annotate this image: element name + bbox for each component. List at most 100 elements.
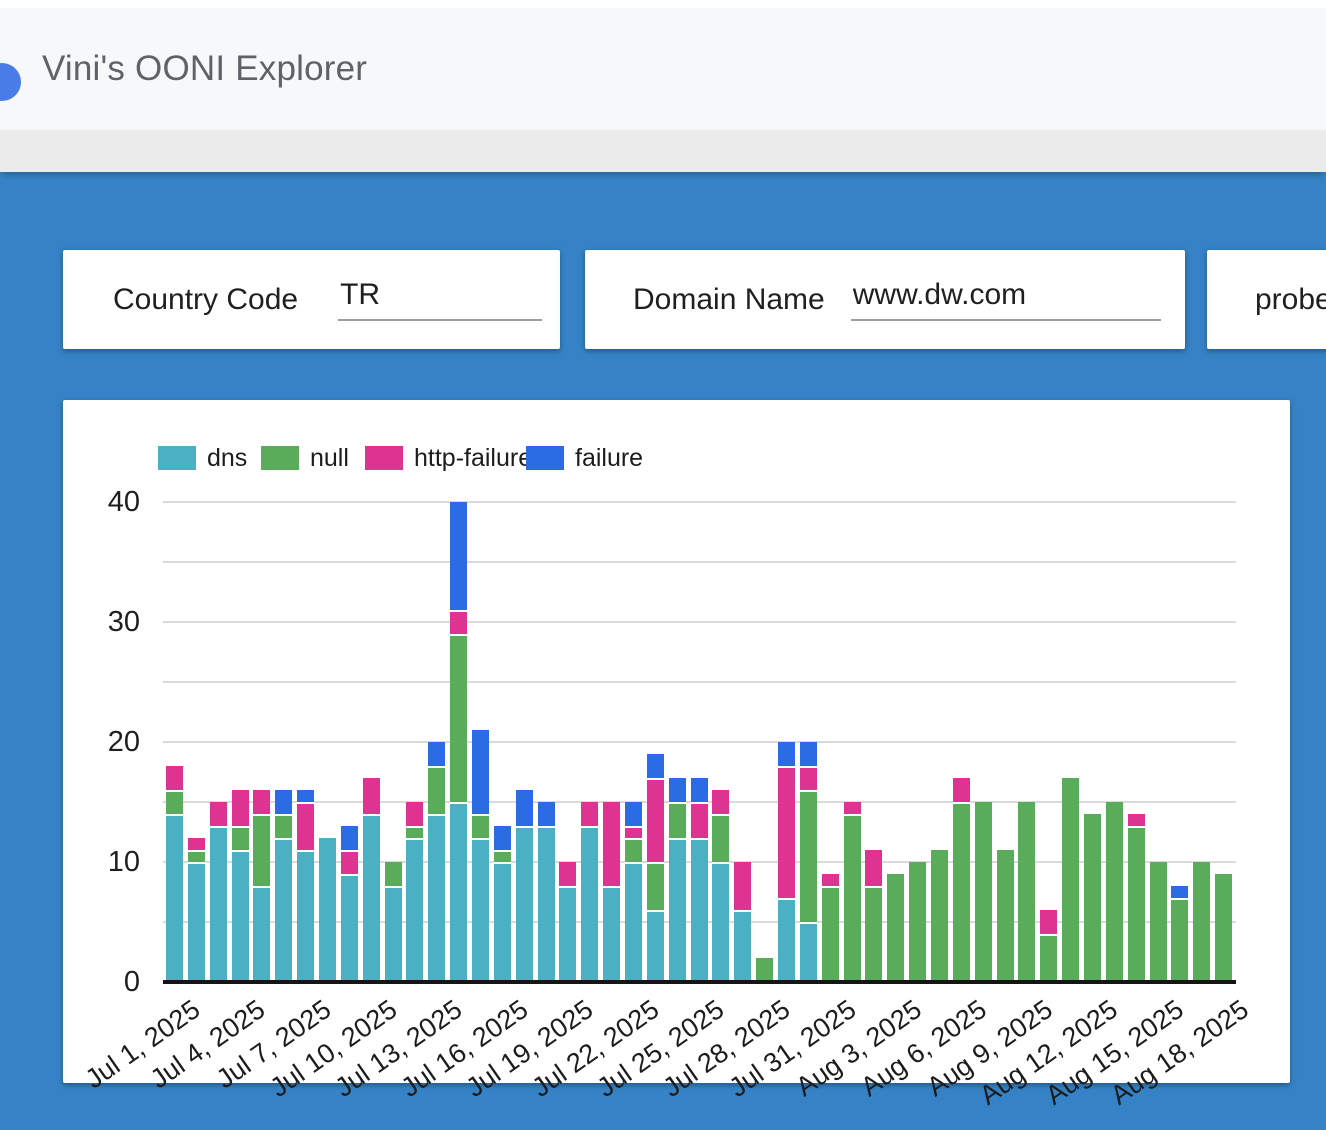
dns-segment[interactable]	[625, 862, 642, 982]
null-segment[interactable]	[1171, 898, 1188, 982]
http-failure-segment[interactable]	[559, 862, 576, 886]
null-segment[interactable]	[472, 814, 489, 838]
null-segment[interactable]	[1018, 802, 1035, 982]
null-segment[interactable]	[931, 850, 948, 982]
null-segment[interactable]	[800, 790, 817, 922]
null-segment[interactable]	[865, 886, 882, 982]
null-segment[interactable]	[428, 766, 445, 814]
dns-segment[interactable]	[516, 826, 533, 982]
dns-segment[interactable]	[341, 874, 358, 982]
dns-segment[interactable]	[363, 814, 380, 982]
null-segment[interactable]	[909, 862, 926, 982]
http-failure-segment[interactable]	[232, 790, 249, 826]
dns-segment[interactable]	[669, 838, 686, 982]
dns-segment[interactable]	[691, 838, 708, 982]
null-segment[interactable]	[450, 634, 467, 802]
null-segment[interactable]	[1193, 862, 1210, 982]
http-failure-segment[interactable]	[166, 766, 183, 790]
dns-segment[interactable]	[275, 838, 292, 982]
failure-segment[interactable]	[1171, 886, 1188, 898]
null-segment[interactable]	[712, 814, 729, 862]
http-failure-segment[interactable]	[953, 778, 970, 802]
http-failure-segment[interactable]	[297, 802, 314, 850]
null-segment[interactable]	[232, 826, 249, 850]
null-segment[interactable]	[253, 814, 270, 886]
null-segment[interactable]	[385, 862, 402, 886]
failure-segment[interactable]	[669, 778, 686, 802]
failure-segment[interactable]	[800, 742, 817, 766]
null-segment[interactable]	[844, 814, 861, 982]
null-segment[interactable]	[166, 790, 183, 814]
http-failure-segment[interactable]	[800, 766, 817, 790]
null-segment[interactable]	[188, 850, 205, 862]
http-failure-segment[interactable]	[1040, 910, 1057, 934]
http-failure-segment[interactable]	[778, 766, 795, 898]
http-failure-segment[interactable]	[822, 874, 839, 886]
http-failure-segment[interactable]	[712, 790, 729, 814]
country-code-input[interactable]	[338, 278, 542, 321]
domain-name-input[interactable]	[851, 278, 1161, 321]
failure-segment[interactable]	[472, 730, 489, 814]
failure-segment[interactable]	[428, 742, 445, 766]
dns-segment[interactable]	[734, 910, 751, 982]
failure-segment[interactable]	[516, 790, 533, 826]
failure-segment[interactable]	[450, 502, 467, 610]
dns-segment[interactable]	[472, 838, 489, 982]
null-segment[interactable]	[1106, 802, 1123, 982]
null-segment[interactable]	[1062, 778, 1079, 982]
failure-segment[interactable]	[625, 802, 642, 826]
http-failure-segment[interactable]	[363, 778, 380, 814]
dns-segment[interactable]	[385, 886, 402, 982]
failure-segment[interactable]	[275, 790, 292, 814]
failure-segment[interactable]	[647, 754, 664, 778]
http-failure-segment[interactable]	[188, 838, 205, 850]
null-segment[interactable]	[625, 838, 642, 862]
null-segment[interactable]	[1128, 826, 1145, 982]
dns-segment[interactable]	[581, 826, 598, 982]
dns-segment[interactable]	[778, 898, 795, 982]
dns-segment[interactable]	[800, 922, 817, 982]
http-failure-segment[interactable]	[210, 802, 227, 826]
dns-segment[interactable]	[428, 814, 445, 982]
dns-segment[interactable]	[450, 802, 467, 982]
failure-segment[interactable]	[297, 790, 314, 802]
dns-segment[interactable]	[603, 886, 620, 982]
http-failure-segment[interactable]	[625, 826, 642, 838]
http-failure-segment[interactable]	[406, 802, 423, 826]
dns-segment[interactable]	[210, 826, 227, 982]
failure-segment[interactable]	[494, 826, 511, 850]
null-segment[interactable]	[756, 958, 773, 982]
http-failure-segment[interactable]	[691, 802, 708, 838]
null-segment[interactable]	[275, 814, 292, 838]
dns-segment[interactable]	[232, 850, 249, 982]
dns-segment[interactable]	[166, 814, 183, 982]
dns-segment[interactable]	[253, 886, 270, 982]
null-segment[interactable]	[669, 802, 686, 838]
null-segment[interactable]	[975, 802, 992, 982]
null-segment[interactable]	[1040, 934, 1057, 982]
http-failure-segment[interactable]	[603, 802, 620, 886]
dns-segment[interactable]	[647, 910, 664, 982]
dns-segment[interactable]	[319, 838, 336, 982]
dns-segment[interactable]	[297, 850, 314, 982]
failure-segment[interactable]	[778, 742, 795, 766]
null-segment[interactable]	[822, 886, 839, 982]
null-segment[interactable]	[1215, 874, 1232, 982]
http-failure-segment[interactable]	[865, 850, 882, 886]
http-failure-segment[interactable]	[341, 850, 358, 874]
null-segment[interactable]	[406, 826, 423, 838]
null-segment[interactable]	[887, 874, 904, 982]
http-failure-segment[interactable]	[581, 802, 598, 826]
dns-segment[interactable]	[406, 838, 423, 982]
null-segment[interactable]	[997, 850, 1014, 982]
dns-segment[interactable]	[538, 826, 555, 982]
failure-segment[interactable]	[691, 778, 708, 802]
dns-segment[interactable]	[494, 862, 511, 982]
dns-segment[interactable]	[188, 862, 205, 982]
null-segment[interactable]	[953, 802, 970, 982]
http-failure-segment[interactable]	[450, 610, 467, 634]
http-failure-segment[interactable]	[253, 790, 270, 814]
null-segment[interactable]	[1084, 814, 1101, 982]
http-failure-segment[interactable]	[844, 802, 861, 814]
failure-segment[interactable]	[538, 802, 555, 826]
